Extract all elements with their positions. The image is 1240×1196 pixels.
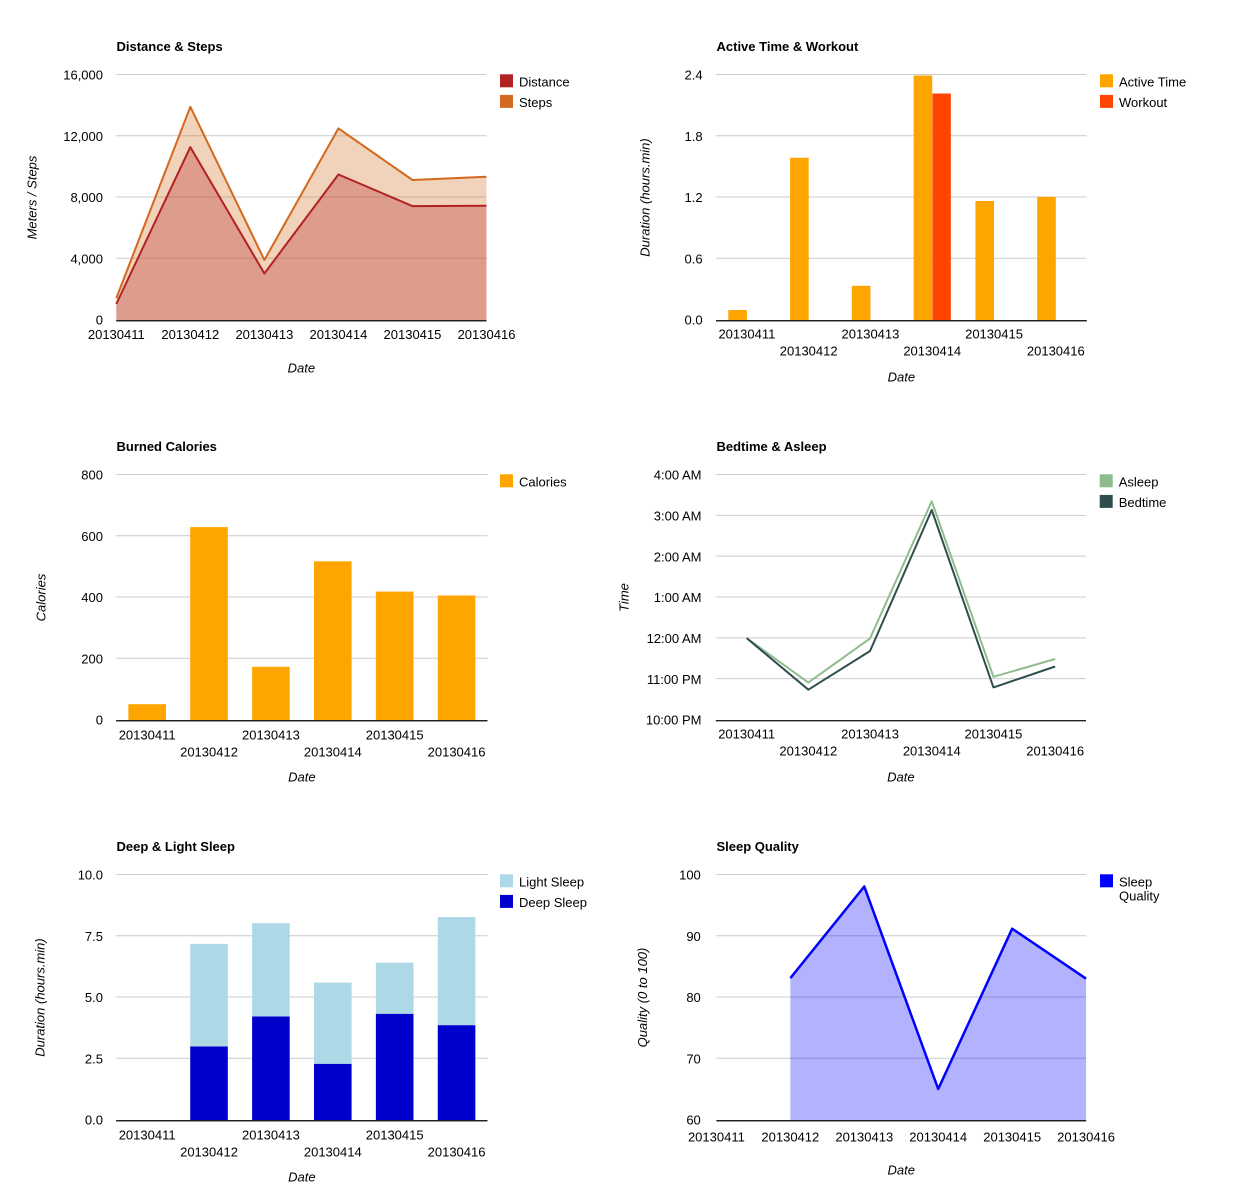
svg-text:Bedtime & Asleep: Bedtime & Asleep	[717, 439, 827, 454]
svg-text:Steps: Steps	[519, 95, 553, 110]
svg-text:20130413: 20130413	[835, 1130, 893, 1145]
svg-text:Date: Date	[288, 1170, 315, 1185]
svg-text:2:00 AM: 2:00 AM	[654, 549, 702, 564]
svg-text:800: 800	[81, 468, 103, 483]
svg-text:20130411: 20130411	[119, 1128, 176, 1143]
svg-text:Distance: Distance	[519, 75, 570, 90]
svg-text:2.4: 2.4	[685, 68, 703, 83]
svg-text:Quality: Quality	[1119, 888, 1160, 903]
svg-text:4,000: 4,000	[70, 251, 103, 266]
svg-text:0.0: 0.0	[685, 313, 703, 328]
svg-text:20130412: 20130412	[780, 344, 838, 359]
svg-text:3:00 AM: 3:00 AM	[654, 508, 702, 523]
svg-text:Active Time: Active Time	[1119, 75, 1186, 90]
svg-text:0: 0	[96, 313, 103, 328]
svg-text:80: 80	[686, 990, 700, 1005]
svg-text:11:00 PM: 11:00 PM	[647, 672, 702, 687]
svg-text:Bedtime: Bedtime	[1119, 495, 1167, 510]
svg-text:20130412: 20130412	[180, 745, 238, 760]
svg-text:Quality (0 to 100): Quality (0 to 100)	[635, 948, 650, 1048]
svg-text:20130415: 20130415	[983, 1130, 1041, 1145]
svg-text:20130413: 20130413	[841, 727, 899, 742]
svg-text:20130415: 20130415	[965, 727, 1023, 742]
svg-text:Distance & Steps: Distance & Steps	[117, 39, 223, 54]
svg-text:20130412: 20130412	[180, 1145, 238, 1160]
svg-text:20130416: 20130416	[458, 327, 516, 342]
svg-text:10:00 PM: 10:00 PM	[646, 713, 702, 728]
svg-text:90: 90	[686, 929, 700, 944]
svg-text:20130414: 20130414	[903, 744, 961, 759]
svg-text:20130416: 20130416	[428, 1145, 486, 1160]
svg-text:Date: Date	[288, 770, 315, 785]
svg-text:400: 400	[81, 590, 103, 605]
svg-text:7.5: 7.5	[85, 929, 103, 944]
svg-text:600: 600	[81, 529, 103, 544]
svg-text:Sleep: Sleep	[1119, 875, 1152, 890]
svg-text:1.2: 1.2	[685, 190, 703, 205]
svg-text:20130411: 20130411	[718, 727, 775, 742]
svg-text:100: 100	[679, 868, 701, 883]
svg-text:12,000: 12,000	[63, 129, 103, 144]
svg-text:20130413: 20130413	[235, 327, 293, 342]
svg-text:70: 70	[686, 1051, 700, 1066]
svg-text:16,000: 16,000	[63, 68, 103, 83]
svg-text:20130415: 20130415	[366, 728, 424, 743]
svg-text:Asleep: Asleep	[1119, 475, 1159, 490]
svg-text:20130414: 20130414	[309, 327, 367, 342]
svg-text:Meters / Steps: Meters / Steps	[25, 155, 40, 239]
svg-text:20130416: 20130416	[428, 745, 486, 760]
svg-text:20130416: 20130416	[1026, 744, 1084, 759]
svg-text:20130414: 20130414	[304, 745, 362, 760]
svg-text:20130413: 20130413	[842, 327, 900, 342]
svg-text:0.6: 0.6	[685, 251, 703, 266]
svg-text:20130412: 20130412	[161, 327, 219, 342]
svg-text:20130413: 20130413	[242, 728, 300, 743]
svg-text:2.5: 2.5	[85, 1051, 103, 1066]
svg-text:Sleep Quality: Sleep Quality	[717, 839, 800, 854]
svg-text:20130411: 20130411	[119, 728, 176, 743]
svg-text:20130415: 20130415	[366, 1128, 424, 1143]
svg-text:60: 60	[686, 1113, 700, 1128]
svg-text:Date: Date	[888, 1163, 915, 1178]
svg-text:20130412: 20130412	[761, 1130, 819, 1145]
svg-text:Calories: Calories	[34, 573, 49, 621]
svg-text:12:00 AM: 12:00 AM	[647, 631, 702, 646]
svg-text:Light Sleep: Light Sleep	[519, 875, 584, 890]
svg-text:Active Time & Workout: Active Time & Workout	[717, 39, 859, 54]
svg-text:Date: Date	[288, 361, 315, 376]
svg-text:200: 200	[81, 651, 103, 666]
svg-text:20130416: 20130416	[1027, 344, 1085, 359]
svg-text:20130411: 20130411	[688, 1130, 745, 1145]
svg-text:1:00 AM: 1:00 AM	[654, 590, 702, 605]
svg-text:20130414: 20130414	[909, 1130, 967, 1145]
svg-text:10.0: 10.0	[78, 868, 103, 883]
svg-text:Workout: Workout	[1119, 95, 1168, 110]
svg-text:20130416: 20130416	[1057, 1130, 1115, 1145]
svg-text:Deep & Light Sleep: Deep & Light Sleep	[117, 839, 236, 854]
svg-text:Date: Date	[887, 770, 914, 785]
svg-text:5.0: 5.0	[85, 990, 103, 1005]
svg-text:Burned Calories: Burned Calories	[117, 439, 217, 454]
svg-text:1.8: 1.8	[685, 129, 703, 144]
svg-text:0.0: 0.0	[85, 1113, 103, 1128]
svg-text:20130411: 20130411	[88, 327, 145, 342]
svg-text:20130414: 20130414	[304, 1145, 362, 1160]
svg-text:0: 0	[96, 713, 103, 728]
svg-text:Duration (hours.min): Duration (hours.min)	[638, 138, 653, 257]
svg-text:20130412: 20130412	[779, 744, 837, 759]
svg-text:20130414: 20130414	[903, 344, 961, 359]
svg-text:Date: Date	[888, 370, 915, 385]
svg-text:20130411: 20130411	[718, 327, 775, 342]
svg-text:20130415: 20130415	[965, 327, 1023, 342]
svg-text:Duration (hours.min): Duration (hours.min)	[33, 938, 48, 1057]
svg-text:20130415: 20130415	[384, 327, 442, 342]
svg-text:4:00 AM: 4:00 AM	[654, 468, 702, 483]
svg-text:Time: Time	[617, 583, 632, 612]
svg-text:20130413: 20130413	[242, 1128, 300, 1143]
svg-text:Deep Sleep: Deep Sleep	[519, 895, 587, 910]
svg-text:Calories: Calories	[519, 475, 567, 490]
svg-text:8,000: 8,000	[70, 190, 103, 205]
